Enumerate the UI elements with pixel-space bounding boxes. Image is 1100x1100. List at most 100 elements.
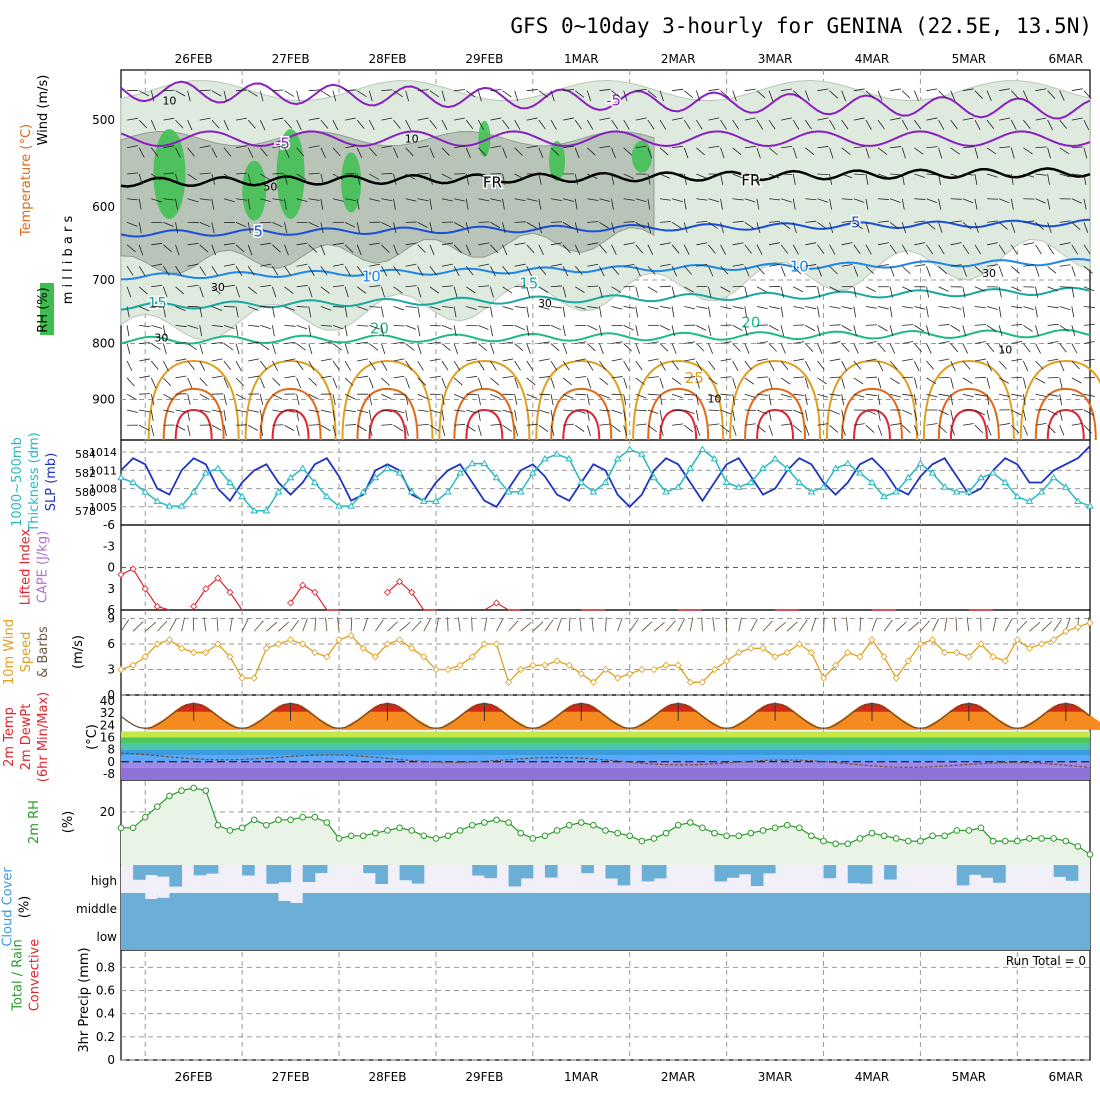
pressure-tick: 500 xyxy=(92,113,115,127)
wind-barb xyxy=(259,377,265,389)
wind-barb xyxy=(950,242,962,246)
wind-barb xyxy=(429,358,441,362)
thickness-point xyxy=(940,483,949,490)
wind-barb xyxy=(465,90,476,98)
date-label-top: 4MAR xyxy=(855,52,890,66)
wind10m-barb xyxy=(883,619,893,632)
wind-barb xyxy=(587,285,599,288)
wind10m-barb xyxy=(314,617,317,632)
wind-barb xyxy=(792,173,796,185)
wind-barb xyxy=(672,117,683,121)
lifted-index-point xyxy=(311,588,319,596)
wind-barb xyxy=(587,173,598,180)
wind-barb xyxy=(235,286,240,298)
thickness-point xyxy=(1001,478,1010,485)
wind-barb xyxy=(514,425,519,436)
wind-barb xyxy=(962,244,970,255)
wind-barb xyxy=(223,284,235,288)
ylabel-rh2m: 2m RH xyxy=(27,800,42,844)
wind10m-barb xyxy=(629,619,639,632)
wind-barb xyxy=(368,394,373,406)
precip-tick: 0.8 xyxy=(96,960,115,974)
wind-barb xyxy=(477,90,482,102)
wind-barb xyxy=(187,119,193,131)
wind10m-barb xyxy=(738,617,742,632)
wind-barb xyxy=(720,173,724,185)
wind-barb xyxy=(829,409,840,415)
wind-barb xyxy=(853,343,859,354)
wind-barb xyxy=(211,306,223,311)
wind10m-speed-point xyxy=(214,640,222,648)
wind-barb xyxy=(720,409,731,415)
rh2m-point xyxy=(287,816,294,824)
wind-barb xyxy=(611,173,615,185)
wind10m-speed-point xyxy=(347,631,355,640)
wind-barb xyxy=(441,425,446,436)
contour-temp-15 xyxy=(120,286,1091,311)
wind-barb xyxy=(865,324,877,326)
ylabel-precip-type-line: Convective xyxy=(28,939,43,1012)
wind-barb xyxy=(441,173,452,180)
wind10m-speed-point xyxy=(129,661,137,669)
wind-barb xyxy=(514,324,525,331)
wind-barb xyxy=(284,358,296,362)
thickness-point xyxy=(117,473,125,481)
wind-barb xyxy=(1071,146,1083,149)
thickness-point xyxy=(238,492,247,500)
wind-barb xyxy=(938,265,948,274)
cloud-high-bar xyxy=(278,865,292,883)
cape-panel xyxy=(117,565,1090,611)
wind-barb xyxy=(853,173,865,176)
wind10m-barb xyxy=(845,617,849,632)
wind-barb xyxy=(696,263,708,267)
wind10m-speed-point xyxy=(165,636,174,644)
wind10m-speed-point xyxy=(977,640,985,648)
wind10m-speed-point xyxy=(698,678,706,686)
wind-barb xyxy=(320,375,332,379)
date-label-top: 1MAR xyxy=(564,52,599,66)
wind-barb xyxy=(357,358,369,362)
wind-barb xyxy=(1059,264,1071,267)
wind-barb xyxy=(902,376,914,379)
wind-barb xyxy=(344,343,349,355)
ylabel-temperature: Temperature (°C) xyxy=(19,124,34,237)
wind-barb xyxy=(502,147,508,159)
cloud-high-bar xyxy=(133,865,146,880)
wind-barb xyxy=(272,117,284,121)
wind-barb xyxy=(684,393,696,396)
wind-barb xyxy=(272,325,275,337)
wind-barb xyxy=(1083,341,1095,344)
wind-barb xyxy=(962,117,974,121)
wind-barb xyxy=(211,119,220,129)
wind-barb xyxy=(611,119,619,130)
rh2m-point xyxy=(311,813,319,821)
wind-barb xyxy=(538,306,550,310)
rh2m-point xyxy=(263,821,270,829)
wind-barb xyxy=(260,284,272,288)
lifted-index-point xyxy=(408,588,416,596)
wind-barb xyxy=(986,306,998,310)
thickness-point xyxy=(819,483,828,490)
thickness-point xyxy=(698,445,707,452)
wind-barb xyxy=(841,242,853,246)
wind-barb xyxy=(393,244,399,256)
wind-barb xyxy=(1035,88,1047,92)
wind-barb xyxy=(744,222,755,229)
wind-barb xyxy=(163,360,169,372)
wind-tick: 9 xyxy=(107,612,115,626)
wind-barb xyxy=(974,286,986,292)
wind-barb xyxy=(151,198,162,203)
wind-barb xyxy=(199,286,204,298)
wind-barb xyxy=(139,375,151,379)
wind-barb xyxy=(284,119,293,129)
wind-barb xyxy=(1035,173,1047,176)
wind-barb xyxy=(223,409,227,421)
wind-barb xyxy=(139,324,151,328)
wind10m-speed-point xyxy=(1037,640,1046,648)
wind-barb xyxy=(999,117,1011,121)
wind-barb xyxy=(356,244,362,256)
wind-barb xyxy=(768,264,780,267)
wind-barb xyxy=(332,147,341,157)
wind-barb xyxy=(926,198,937,204)
wind-barb xyxy=(926,244,934,255)
